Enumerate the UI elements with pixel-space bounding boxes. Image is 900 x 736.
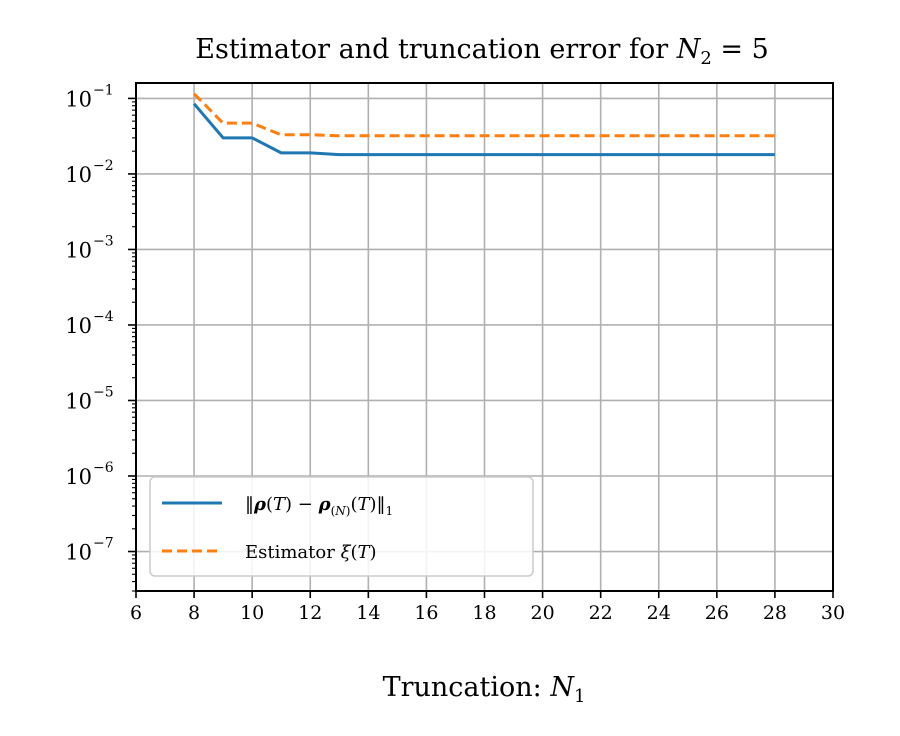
x-tick-label: 18 — [472, 602, 496, 624]
x-tick-label: 20 — [530, 602, 554, 624]
y-tick-exponent: −2 — [93, 158, 114, 174]
y-tick-label: 10 — [65, 541, 92, 565]
y-tick-exponent: −7 — [93, 536, 114, 552]
x-tick-label: 16 — [414, 602, 438, 624]
legend-label-estimator: Estimator ξ(T) — [245, 542, 377, 563]
y-ticks: 10−110−210−310−410−510−610−7 — [65, 82, 136, 565]
chart-title-var: N — [676, 34, 702, 65]
y-tick-label: 10 — [65, 314, 92, 338]
y-tick-label: 10 — [65, 389, 92, 413]
y-tick-exponent: −4 — [93, 309, 114, 325]
x-tick-label: 28 — [763, 602, 787, 624]
series-line-0 — [192, 102, 775, 157]
y-tick-label: 10 — [65, 87, 92, 111]
x-tick-label: 14 — [356, 602, 380, 624]
legend-rho-1: ρ — [253, 494, 267, 515]
y-tick-label: 10 — [65, 163, 92, 187]
legend-rho-2: ρ — [318, 494, 332, 515]
x-axis-label: Truncation: N1 — [383, 672, 586, 707]
series-line-1 — [193, 92, 775, 138]
y-tick-label: 10 — [65, 238, 92, 262]
x-tick-label: 22 — [589, 602, 613, 624]
y-tick-exponent: −1 — [93, 82, 114, 98]
x-axis-label-prefix: Truncation: — [383, 672, 551, 703]
legend-box — [149, 476, 534, 577]
y-tick-exponent: −5 — [93, 384, 114, 400]
x-tick-label: 30 — [821, 602, 845, 624]
series-layer — [192, 92, 775, 157]
y-tick-exponent: −6 — [93, 460, 114, 476]
legend-label-error: ‖ρ(T) − ρ(N)(T)‖1 — [245, 494, 393, 518]
chart-title: Estimator and truncation error for N2 = … — [195, 34, 769, 69]
legend: ‖ρ(T) − ρ(N)(T)‖1 Estimator ξ(T) — [149, 476, 534, 577]
x-tick-label: 24 — [647, 602, 671, 624]
x-tick-label: 26 — [705, 602, 729, 624]
x-ticks: 6 8 10 12 14 16 18 20 22 24 26 28 30 — [130, 591, 845, 624]
x-tick-label: 8 — [188, 602, 200, 624]
chart-title-suffix: = 5 — [712, 34, 769, 65]
x-axis-label-var: N — [549, 672, 575, 703]
x-tick-label: 12 — [298, 602, 322, 624]
x-tick-label: 6 — [130, 602, 142, 624]
y-tick-label: 10 — [65, 465, 92, 489]
chart-title-prefix: Estimator and truncation error for — [195, 34, 676, 65]
y-tick-exponent: −3 — [93, 233, 114, 249]
chart-title-sub: 2 — [700, 48, 711, 69]
x-tick-label: 10 — [240, 602, 264, 624]
x-axis-label-sub: 1 — [574, 686, 585, 707]
